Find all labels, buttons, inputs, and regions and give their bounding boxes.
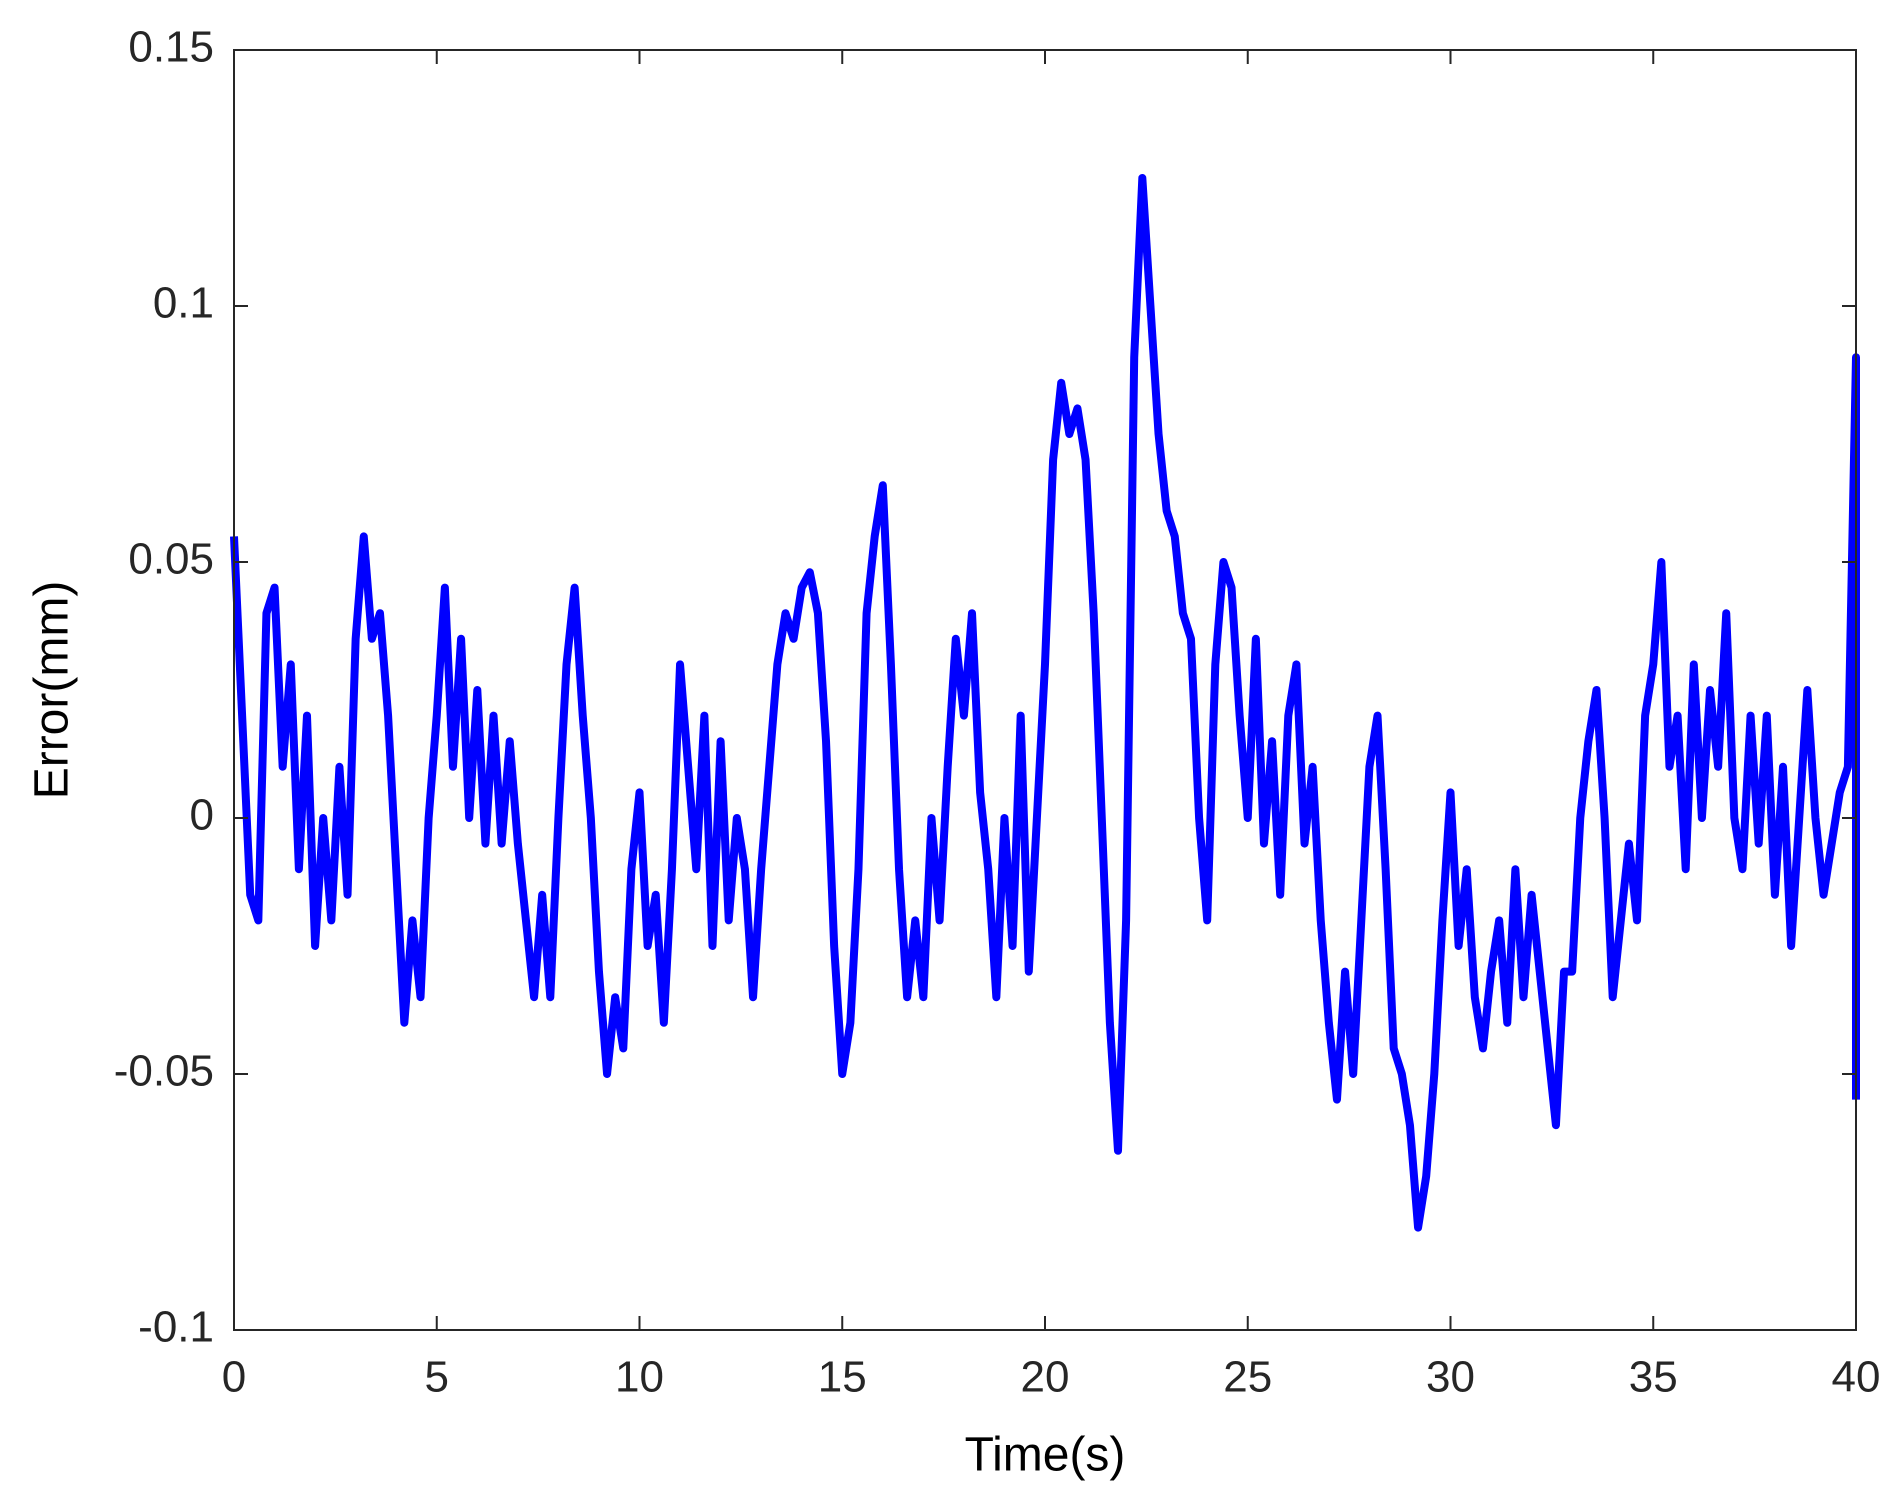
x-tick-label: 40 <box>1832 1353 1881 1402</box>
x-tick-label: 5 <box>425 1353 449 1402</box>
y-tick-label: 0.05 <box>128 535 214 584</box>
y-tick-label: 0.1 <box>153 279 214 328</box>
y-tick-label: 0 <box>190 791 214 840</box>
y-tick-label: 0.15 <box>128 23 214 72</box>
y-tick-label: -0.1 <box>138 1303 214 1352</box>
y-tick-label: -0.05 <box>114 1047 214 1096</box>
data-line <box>230 174 1860 1232</box>
x-axis-label: Time(s) <box>965 1429 1126 1482</box>
y-axis-label: Error(mm) <box>26 581 79 800</box>
x-tick-label: 35 <box>1629 1353 1678 1402</box>
x-tick-label: 0 <box>222 1353 246 1402</box>
x-tick-label: 15 <box>818 1353 867 1402</box>
x-tick-label: 10 <box>615 1353 664 1402</box>
x-tick-label: 30 <box>1426 1353 1475 1402</box>
x-tick-label: 20 <box>1021 1353 1070 1402</box>
x-tick-label: 25 <box>1223 1353 1272 1402</box>
